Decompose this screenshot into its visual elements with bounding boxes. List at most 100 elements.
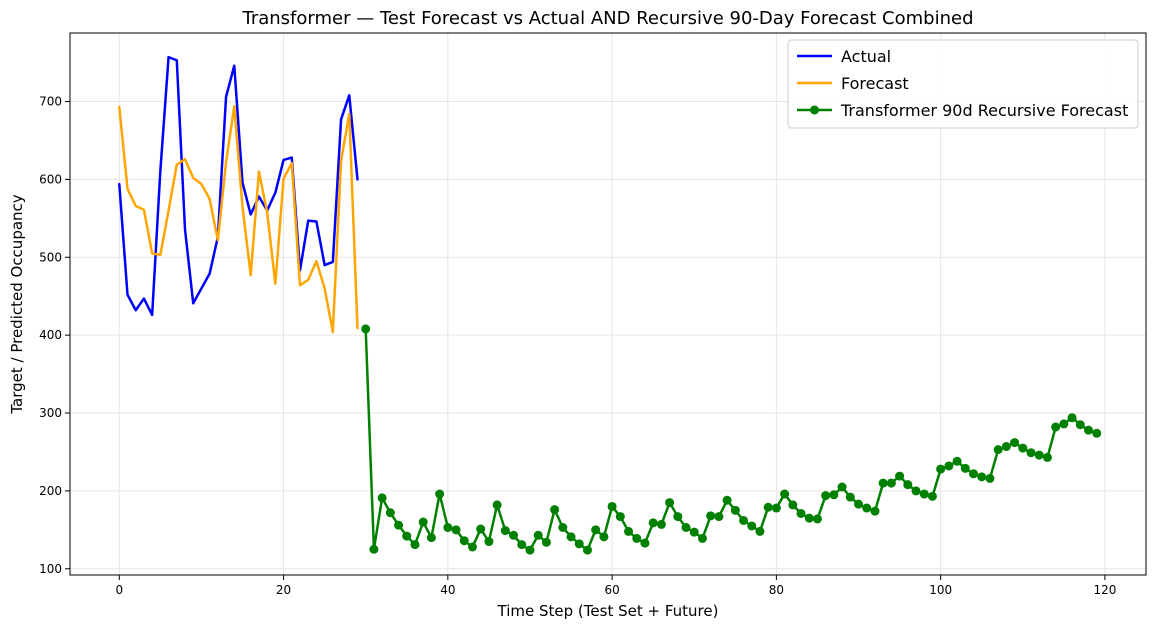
data-point [993, 445, 1003, 455]
data-point [1092, 428, 1102, 438]
data-point [509, 530, 519, 540]
y-tick-label: 100 [39, 562, 62, 576]
data-point [870, 506, 880, 516]
series-line [118, 55, 359, 317]
data-point [927, 491, 937, 501]
data-point [911, 486, 921, 496]
data-point [459, 536, 469, 546]
data-point [1001, 442, 1011, 452]
data-point [837, 482, 847, 492]
data-point [443, 522, 453, 532]
data-point [574, 539, 584, 549]
data-point [689, 527, 699, 537]
data-point [566, 532, 576, 542]
legend-marker [810, 105, 819, 115]
data-point [697, 533, 707, 543]
data-point [796, 508, 806, 518]
data-point [426, 533, 436, 543]
data-point [533, 530, 543, 540]
data-point [1075, 420, 1085, 430]
y-axis-label: Target / Predicted Occupancy [8, 194, 26, 414]
data-point [854, 499, 864, 509]
y-axis: 100 200 300 400 500 600 700 [39, 95, 70, 576]
y-tick-label: 300 [39, 406, 62, 420]
x-tick-label: 100 [929, 583, 952, 597]
data-point [952, 456, 962, 466]
series-layer [118, 55, 1102, 555]
chart-title: Transformer — Test Forecast vs Actual AN… [241, 8, 973, 29]
data-point [418, 517, 428, 527]
data-point [394, 520, 404, 530]
x-tick-label: 40 [440, 583, 455, 597]
data-point [632, 533, 642, 543]
legend-label: Actual [841, 47, 891, 66]
data-point [681, 522, 691, 532]
data-point [517, 540, 527, 550]
data-point [550, 505, 560, 515]
data-point [1084, 425, 1094, 435]
data-point [541, 537, 551, 547]
data-point [1051, 422, 1061, 432]
data-point [607, 501, 617, 511]
y-tick-label: 600 [39, 172, 62, 186]
data-point [410, 540, 420, 550]
data-point [903, 480, 913, 490]
data-point [361, 324, 371, 334]
legend-item: Forecast [797, 74, 909, 93]
data-point [1059, 419, 1069, 429]
data-point [977, 472, 987, 482]
data-point [402, 531, 412, 541]
data-point [484, 537, 494, 547]
legend-item: Actual [797, 47, 891, 66]
data-point [615, 512, 625, 522]
y-tick-label: 500 [39, 250, 62, 264]
series-3 [361, 324, 1102, 555]
data-point [369, 544, 379, 554]
x-axis: 0 20 40 60 80 100 120 [115, 575, 1116, 597]
legend-box [787, 39, 1139, 129]
data-point [771, 503, 781, 513]
data-point [969, 469, 979, 479]
plot-frame [69, 32, 1147, 576]
data-point [656, 519, 666, 529]
data-point [821, 491, 831, 501]
data-point [591, 525, 601, 535]
data-point [492, 500, 502, 510]
series-line [118, 104, 359, 334]
data-point [1026, 448, 1036, 458]
data-point [377, 493, 387, 503]
y-tick-label: 700 [39, 95, 62, 109]
x-tick-label: 0 [115, 583, 123, 597]
data-point [747, 521, 757, 531]
data-point [467, 542, 477, 552]
data-point [862, 503, 872, 513]
data-point [500, 526, 510, 536]
x-tick-label: 120 [1093, 583, 1116, 597]
legend-label: Forecast [841, 74, 909, 93]
data-point [451, 525, 461, 535]
data-point [582, 545, 592, 555]
legend-label: Transformer 90d Recursive Forecast [840, 101, 1128, 120]
series-1 [118, 55, 359, 317]
x-tick-label: 20 [276, 583, 291, 597]
data-point [829, 490, 839, 500]
data-point [730, 505, 740, 515]
data-point [673, 512, 683, 522]
data-point [1034, 450, 1044, 460]
data-point [812, 514, 822, 524]
data-point [960, 463, 970, 473]
x-tick-label: 60 [604, 583, 619, 597]
data-point [845, 492, 855, 502]
data-point [919, 489, 929, 499]
series-2 [118, 104, 359, 334]
data-point [525, 545, 535, 555]
data-point [648, 518, 658, 528]
series-line [364, 327, 1098, 552]
data-point [763, 502, 773, 512]
data-point [624, 526, 634, 536]
data-point [755, 526, 765, 536]
x-axis-label: Time Step (Test Set + Future) [497, 602, 719, 620]
y-tick-label: 400 [39, 328, 62, 342]
data-point [788, 500, 798, 510]
